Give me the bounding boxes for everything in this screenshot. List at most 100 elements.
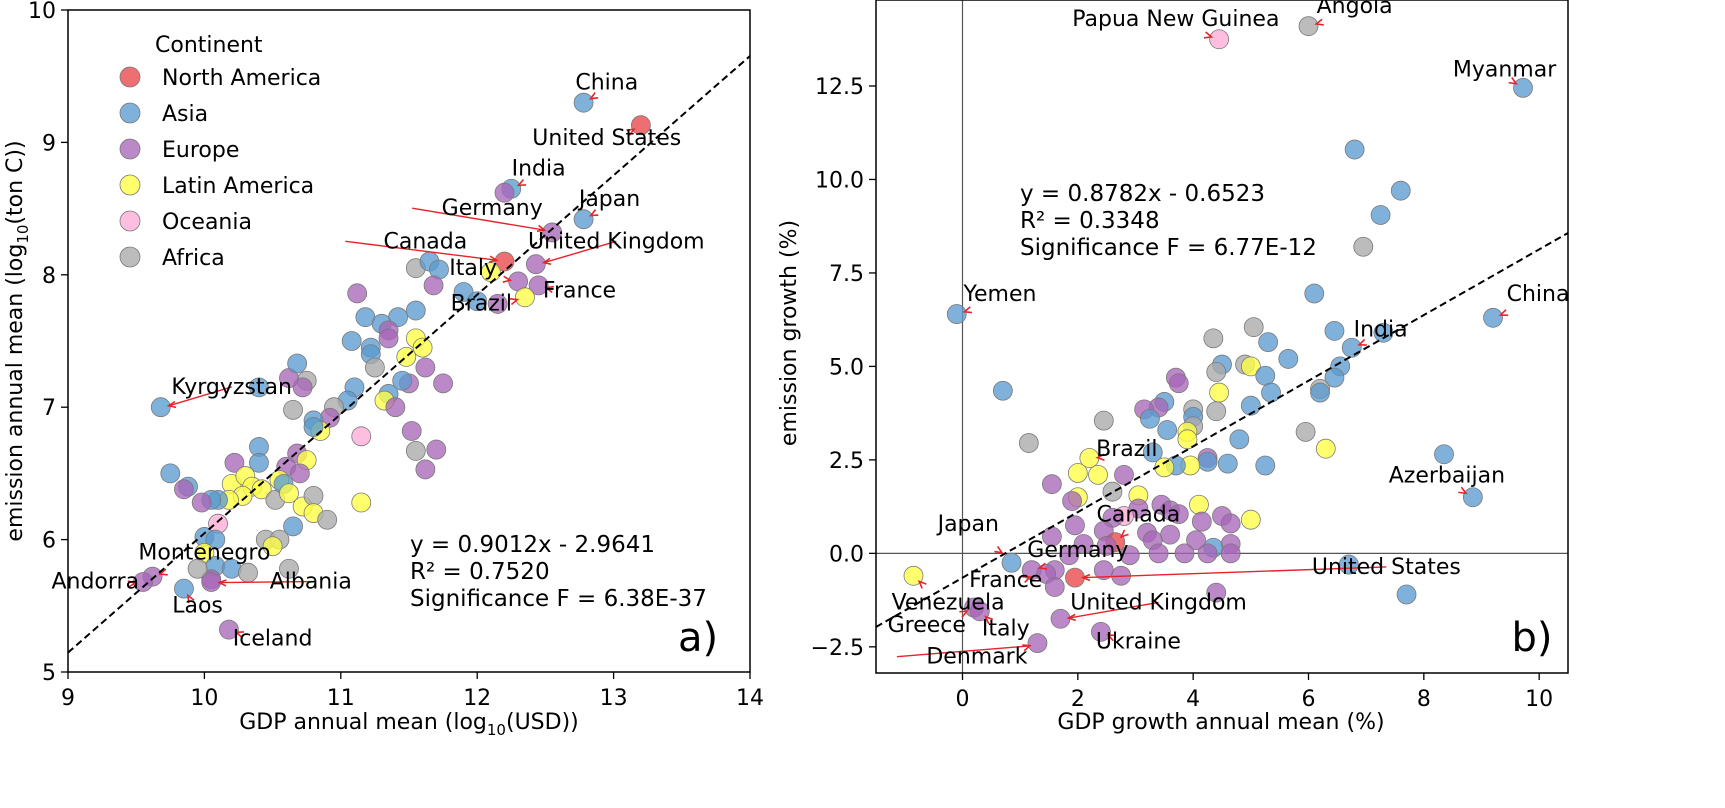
point-asia — [1197, 451, 1218, 472]
point-asia — [1258, 332, 1279, 353]
point-africa — [1353, 236, 1374, 257]
annotation-arrowhead — [1106, 634, 1116, 642]
point-africa — [1295, 421, 1316, 442]
label-canada: Canada — [1097, 503, 1181, 528]
point-europe — [1065, 515, 1085, 536]
point-oceania — [1209, 29, 1230, 50]
label-myanmar: Myanmar — [1453, 58, 1557, 83]
point-africa — [405, 440, 426, 461]
point-asia — [249, 452, 269, 473]
point-asia — [1462, 487, 1483, 508]
label-yemen: Yemen — [962, 282, 1036, 307]
point-asia — [150, 397, 171, 418]
panel-label-a: a) — [678, 615, 718, 661]
point-europe — [1119, 545, 1140, 566]
point-europe — [1191, 511, 1212, 532]
point-europe — [174, 479, 194, 500]
legend-label-asia: Asia — [162, 102, 208, 127]
point-africa — [1298, 16, 1319, 37]
point-europe — [433, 373, 454, 394]
point-asia — [405, 300, 426, 321]
annotation-arrowhead — [962, 306, 973, 314]
annotation-arrowhead — [626, 128, 636, 136]
y-tick-label: 8 — [42, 264, 56, 289]
point-africa — [1206, 401, 1227, 422]
point-asia — [249, 377, 269, 398]
annotation-arrow — [1083, 566, 1387, 579]
point-latin-america — [351, 492, 372, 513]
label-ukraine: Ukraine — [1096, 630, 1181, 655]
trend-line — [68, 55, 750, 654]
annotation-arrow — [220, 580, 311, 584]
annotation-arrowhead — [217, 579, 227, 587]
point-europe — [1220, 543, 1241, 564]
point-africa — [364, 357, 385, 378]
significance: Significance F = 6.38E-37 — [410, 586, 707, 612]
chart-a-xlabel: GDP annual mean (log10(USD)) — [239, 710, 579, 739]
point-latin-america — [515, 287, 535, 308]
annotation-arrow — [896, 645, 1030, 658]
point-asia — [1001, 552, 1022, 573]
x-tick-label: 0 — [956, 687, 970, 712]
point-europe — [1062, 491, 1082, 511]
point-europe — [385, 397, 406, 418]
label-india: India — [1354, 318, 1408, 343]
annotation-arrowhead — [234, 631, 245, 639]
chart-b-equation: y = 0.8782x - 0.6523 R² = 0.3348 Signifi… — [1020, 181, 1317, 261]
label-papua-new-guinea: Papua New Guinea — [1072, 7, 1279, 32]
point-europe — [415, 357, 436, 378]
y-tick-label: 6 — [42, 529, 56, 554]
chart-b-plot-area: Papua New Guinea Angola Myanmar Yemen China I… — [876, 0, 1569, 673]
label-united-kingdom: United Kingdom — [528, 229, 705, 254]
point-europe — [1091, 621, 1111, 642]
label-france: France — [543, 278, 616, 303]
point-latin-america — [251, 479, 272, 500]
point-europe — [1041, 474, 1062, 495]
label-greece: Greece — [888, 613, 966, 638]
point-asia — [1370, 205, 1391, 225]
point-europe — [487, 294, 508, 314]
legend-label-oceania: Oceania — [162, 210, 252, 235]
point-asia — [573, 209, 594, 230]
label-kyrgyzstan: Kyrgyzstan — [171, 375, 292, 400]
point-europe — [1050, 608, 1071, 629]
point-europe — [1174, 543, 1195, 564]
label-canada: Canada — [384, 229, 468, 254]
point-asia — [1483, 307, 1503, 328]
annotation-arrowhead — [158, 568, 168, 576]
point-asia — [341, 331, 362, 351]
point-latin-america — [262, 536, 283, 557]
annotation-arrowhead — [1037, 562, 1048, 570]
annotation-arrowhead — [127, 580, 138, 588]
annotation-arrowhead — [588, 209, 599, 217]
label-united-states: United States — [1312, 555, 1461, 580]
point-asia — [392, 370, 413, 391]
annotation-arrow — [1069, 601, 1159, 619]
chart-b-frame — [875, 0, 1569, 674]
point-europe — [525, 254, 546, 275]
annotation-arrowhead — [1095, 453, 1105, 462]
label-germany: Germany — [1027, 538, 1128, 563]
point-asia — [467, 291, 488, 312]
chart-a-frame — [67, 9, 751, 673]
x-tick-label: 13 — [600, 686, 628, 711]
annotation-arrowhead — [509, 297, 520, 306]
point-asia — [1278, 349, 1299, 369]
label-angola: Angola — [1317, 0, 1393, 19]
label-france: France — [969, 568, 1042, 593]
point-latin-america — [1088, 464, 1108, 485]
chart-b-ylabel: emission growth (%) — [777, 220, 802, 446]
label-italy: Italy — [449, 256, 497, 281]
point-asia — [205, 529, 226, 550]
point-africa — [1018, 433, 1039, 453]
point-africa — [279, 558, 299, 579]
point-europe — [191, 492, 212, 513]
point-asia — [1310, 382, 1330, 403]
point-asia — [1434, 444, 1454, 465]
point-europe — [219, 619, 239, 640]
y-tick-label: 5.0 — [829, 355, 864, 380]
annotation-arrowhead — [588, 92, 599, 100]
point-latin-america — [1240, 509, 1261, 530]
label-montenegro: Montenegro — [138, 540, 270, 565]
point-asia — [1390, 180, 1411, 201]
